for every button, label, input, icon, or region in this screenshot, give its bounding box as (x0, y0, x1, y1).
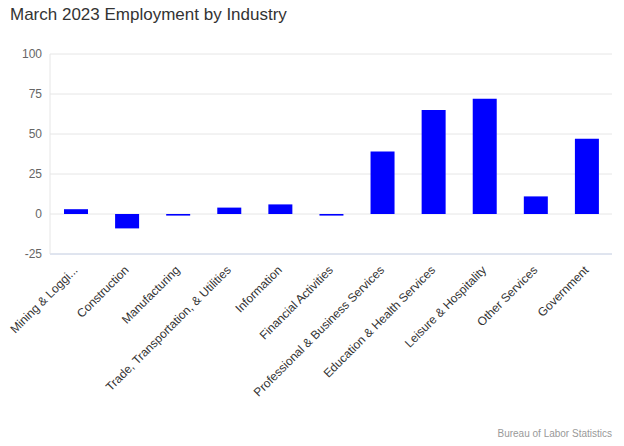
svg-text:Mining & Loggi...: Mining & Loggi... (8, 263, 80, 336)
svg-text:Professional & Business Servic: Professional & Business Services (250, 263, 387, 400)
svg-text:Financial Activities: Financial Activities (256, 263, 336, 343)
svg-text:Education & Health Services: Education & Health Services (320, 263, 439, 381)
svg-text:75: 75 (29, 87, 43, 101)
svg-text:Government: Government (535, 263, 592, 320)
html-text:Bureau of Labor Statistics: Bureau of Labor Statistics (497, 428, 612, 439)
svg-text:Construction: Construction (74, 263, 132, 321)
svg-text:100: 100 (22, 47, 42, 61)
svg-text:25: 25 (29, 167, 43, 181)
svg-text:Other Services: Other Services (474, 263, 540, 329)
svg-text:Manufacturing: Manufacturing (119, 263, 183, 327)
svg-text:-25: -25 (25, 247, 43, 261)
svg-text:Leisure & Hospitality: Leisure & Hospitality (402, 263, 489, 350)
svg-text:Trade, Transportation, & Utili: Trade, Transportation, & Utilities (103, 263, 234, 394)
svg-text:Information: Information (233, 263, 285, 315)
html-text:March 2023 Employment by Indus: March 2023 Employment by Industry (10, 5, 287, 24)
svg-text:50: 50 (29, 127, 43, 141)
svg-text:0: 0 (35, 207, 42, 221)
